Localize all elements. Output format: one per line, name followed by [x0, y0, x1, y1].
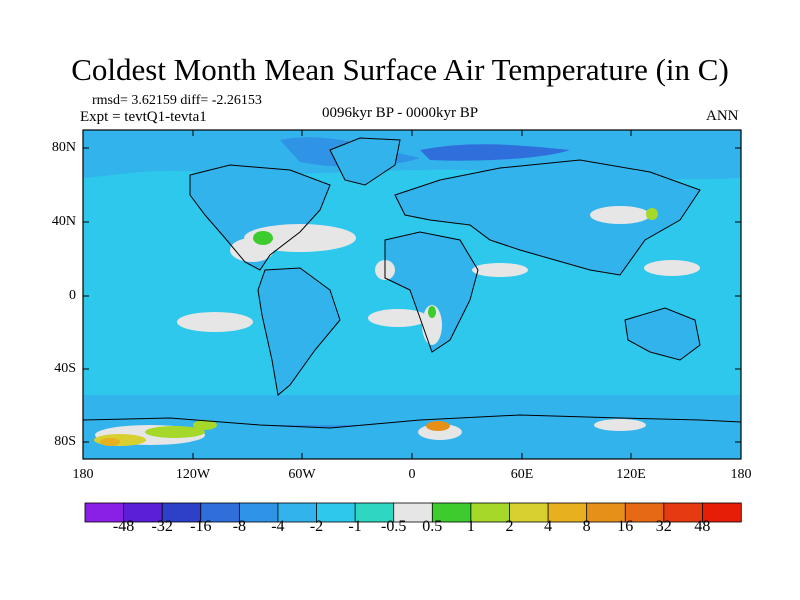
x-tick-label: 120W: [175, 467, 211, 482]
coastlines: [83, 137, 741, 429]
warming-patches: [94, 208, 658, 446]
season-label: ANN: [706, 108, 739, 124]
figure-title: Coldest Month Mean Surface Air Temperatu…: [71, 52, 729, 87]
map-field: [83, 130, 741, 459]
colorbar-label: 0.5: [422, 518, 443, 535]
experiment-label: Expt = tevtQ1-tevta1: [80, 109, 207, 125]
siberia-cooling: [420, 144, 570, 161]
colorbar-label: -32: [151, 518, 173, 535]
colorbar-label: 4: [544, 518, 553, 535]
colorbar-label: 32: [655, 518, 672, 535]
colorbar-label: -48: [112, 518, 135, 535]
x-tick-label: 0: [408, 467, 416, 482]
colorbar-label: -0.5: [381, 518, 407, 535]
colorbar-label: 1: [466, 518, 475, 535]
colorbar-label: 2: [505, 518, 514, 535]
x-tick-label: 120E: [616, 467, 646, 482]
y-tick-label: 80S: [54, 434, 76, 449]
colorbar-label: -8: [232, 518, 247, 535]
x-tick-label: 60E: [510, 467, 534, 482]
colorbar-label: -4: [271, 518, 285, 535]
colorbar-label: 48: [694, 518, 711, 535]
x-tick-label: 180: [72, 467, 94, 482]
y-tick-label: 0: [69, 288, 76, 303]
y-tick-label: 80N: [51, 140, 76, 155]
colorbar-label: -1: [348, 518, 362, 535]
y-tick-label: 40N: [51, 214, 76, 229]
colorbar-label: 16: [617, 518, 634, 535]
x-tick-label: 60W: [288, 467, 316, 482]
x-tick-label: 180: [730, 467, 752, 482]
rmsd-stat: rmsd= 3.62159 diff= -2.26153: [92, 93, 262, 108]
colorbar: [84, 502, 742, 523]
y-tick-label: 40S: [54, 361, 76, 376]
colorbar-label: -2: [309, 518, 324, 535]
period-label: 0096kyr BP - 0000kyr BP: [321, 105, 479, 121]
colorbar-label: -16: [190, 518, 212, 535]
colorbar-swatch: [702, 502, 742, 523]
colorbar-label: 8: [582, 518, 591, 535]
axis-ticks: [82, 130, 742, 459]
